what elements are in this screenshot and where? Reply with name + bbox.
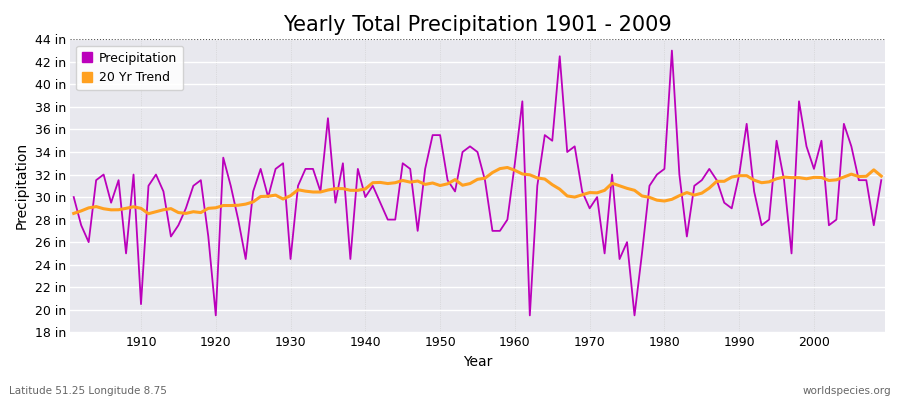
X-axis label: Year: Year <box>463 355 492 369</box>
Y-axis label: Precipitation: Precipitation <box>15 142 29 229</box>
Legend: Precipitation, 20 Yr Trend: Precipitation, 20 Yr Trend <box>76 46 184 90</box>
Text: Latitude 51.25 Longitude 8.75: Latitude 51.25 Longitude 8.75 <box>9 386 166 396</box>
Text: worldspecies.org: worldspecies.org <box>803 386 891 396</box>
Title: Yearly Total Precipitation 1901 - 2009: Yearly Total Precipitation 1901 - 2009 <box>284 15 672 35</box>
